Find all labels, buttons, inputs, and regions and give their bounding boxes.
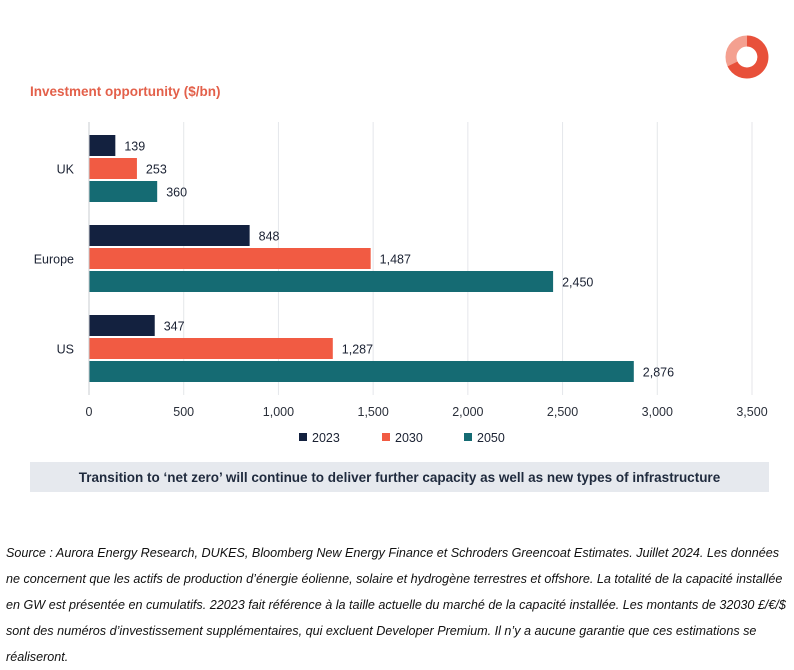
data-label: 360 (166, 186, 187, 200)
ring-logo-icon (725, 35, 769, 79)
bar-europe-2030 (89, 248, 371, 269)
legend-swatch (299, 433, 307, 441)
data-label: 347 (164, 320, 185, 334)
category-label: Europe (34, 253, 74, 267)
bar-uk-2030 (89, 158, 137, 179)
legend-swatch (464, 433, 472, 441)
chart-title: Investment opportunity ($/bn) (30, 84, 221, 99)
bar-uk-2050 (89, 181, 158, 202)
x-tick-label: 1,000 (263, 405, 294, 419)
legend-label: 2050 (477, 431, 505, 445)
x-tick-label: 1,500 (358, 405, 389, 419)
bar-europe-2050 (89, 271, 554, 292)
bar-uk-2023 (89, 135, 116, 156)
bar-chart: 0 500 1,000 1,500 2,000 2,500 3,000 3,500 139253… (34, 122, 768, 445)
data-label: 2,876 (643, 366, 674, 380)
bar-us-2023 (89, 315, 155, 336)
x-tick-label: 3,000 (642, 405, 673, 419)
bar-us-2030 (89, 338, 333, 359)
source-footnote: Source : Aurora Energy Research, DUKES, … (6, 546, 786, 664)
bar-us-2050 (89, 361, 634, 382)
x-tick-label: 0 (86, 405, 93, 419)
data-label: 848 (259, 230, 280, 244)
data-label: 253 (146, 163, 167, 177)
data-label: 2,450 (562, 276, 593, 290)
legend-label: 2030 (395, 431, 423, 445)
data-label: 1,487 (380, 253, 411, 267)
category-label: US (57, 343, 74, 357)
x-tick-label: 2,500 (547, 405, 578, 419)
data-label: 1,287 (342, 343, 373, 357)
category-label: UK (57, 163, 75, 177)
legend-label: 2023 (312, 431, 340, 445)
summary-banner: Transition to ‘net zero’ will continue t… (30, 462, 769, 492)
x-tick-label: 3,500 (736, 405, 767, 419)
legend-swatch (382, 433, 390, 441)
data-label: 139 (124, 140, 145, 154)
x-tick-label: 500 (173, 405, 194, 419)
bar-europe-2023 (89, 225, 250, 246)
x-tick-label: 2,000 (452, 405, 483, 419)
